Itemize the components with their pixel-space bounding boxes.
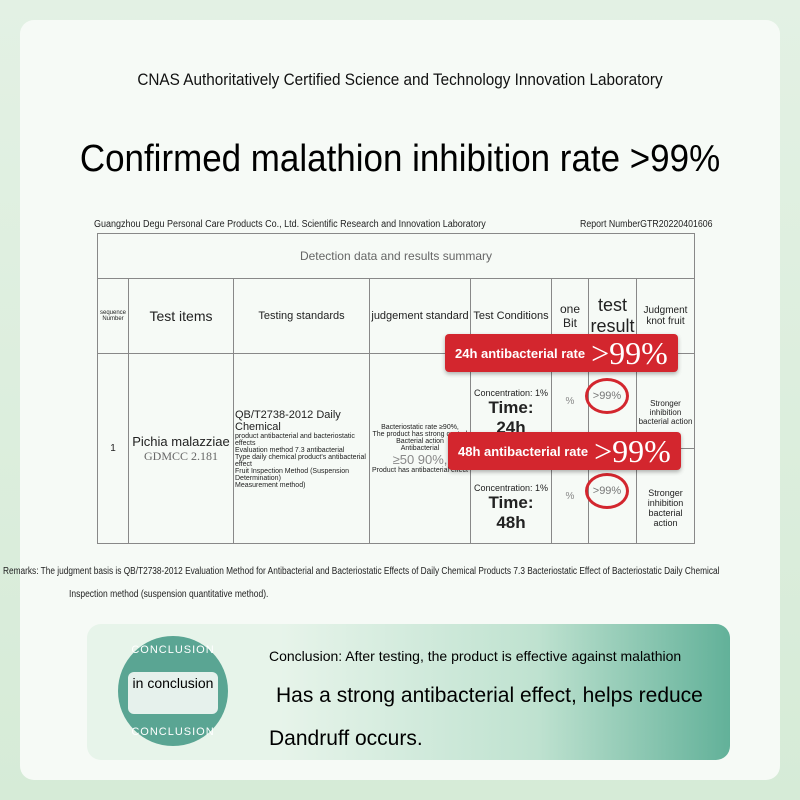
judgement-line: Antibacterial [400, 444, 440, 452]
badge-text: in conclusion [132, 675, 214, 691]
result-circle: >99% [585, 378, 629, 414]
report-number: Report NumberGTR20220401606 [580, 219, 713, 230]
header-sequence: sequence Number [97, 278, 129, 354]
page-title: Confirmed malathion inhibition rate >99% [79, 138, 721, 180]
judgement-line: The product has strong control [372, 430, 468, 438]
subtitle: CNAS Authoritatively Certified Science a… [137, 70, 663, 89]
item-code: GDMCC 2.181 [143, 448, 218, 463]
standard-line: Type daily chemical product's antibacter… [235, 453, 366, 468]
item-name: Pichia malazziae [132, 433, 230, 449]
judgement-line: Bacteriostatic rate ≥90%, [381, 423, 459, 431]
conclusion-badge: CONCLUSION in conclusion CONCLUSION [118, 636, 228, 746]
cell-seq: 1 [97, 353, 129, 544]
remarks-line: Inspection method (suspension quantitati… [69, 589, 269, 600]
conclusion-line: Has a strong antibacterial effect, helps… [276, 684, 703, 707]
standard-line: Fruit Inspection Method (Suspension Dete… [235, 467, 350, 482]
concentration: Concentration: 1% [473, 483, 549, 493]
cell-test-item: Pichia malazziae GDMCC 2.181 [128, 353, 234, 544]
badge-bottom-text: CONCLUSION [131, 726, 215, 738]
standard-line: Measurement method) [235, 481, 306, 489]
conclusion-line: Dandruff occurs. [269, 727, 423, 750]
time: Time: 48h [488, 493, 534, 532]
rate-tag-24h: 24h antibacterial rate >99% [445, 334, 678, 372]
remarks-line: Remarks: The judgment basis is QB/T2738-… [3, 566, 720, 577]
badge-top-text: CONCLUSION [131, 644, 215, 656]
judgement-line: ≥50 90%, [392, 451, 448, 467]
concentration: Concentration: 1% [473, 388, 549, 398]
header-testing-standards: Testing standards [233, 278, 370, 354]
cell-testing-standard: QB/T2738-2012 Daily Chemical product ant… [233, 353, 370, 544]
result-circle: >99% [585, 473, 629, 509]
tag-label: 48h antibacterial rate [458, 443, 589, 459]
judgement-line: Product has antibacterial effect [372, 466, 468, 474]
standard-title: QB/T2738-2012 Daily Chemical [235, 408, 341, 433]
header-test-items: Test items [128, 278, 234, 354]
tag-value: >99% [591, 334, 668, 371]
standard-line: product antibacterial and bacteriostatic… [235, 432, 355, 447]
tag-value: >99% [594, 432, 671, 469]
summary-title: Detection data and results summary [97, 233, 695, 279]
judgement-line: Bacterial action [396, 437, 444, 445]
conclusion-line: Conclusion: After testing, the product i… [269, 648, 682, 664]
lab-name: Guangzhou Degu Personal Care Products Co… [94, 219, 486, 230]
tag-label: 24h antibacterial rate [455, 345, 586, 361]
standard-line: Evaluation method 7.3 antibacterial [235, 446, 345, 454]
rate-tag-48h: 48h antibacterial rate >99% [448, 432, 681, 470]
